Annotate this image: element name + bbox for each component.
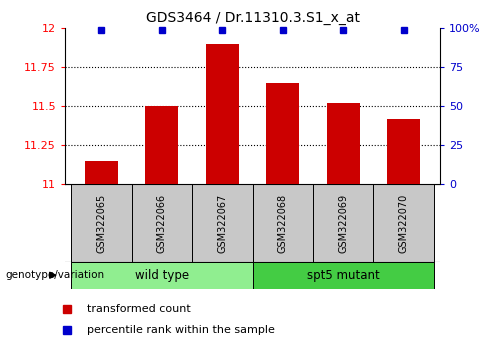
Bar xyxy=(192,184,252,262)
Text: GSM322066: GSM322066 xyxy=(157,193,167,253)
Bar xyxy=(266,83,300,184)
Title: GDS3464 / Dr.11310.3.S1_x_at: GDS3464 / Dr.11310.3.S1_x_at xyxy=(146,11,360,24)
Text: GSM322068: GSM322068 xyxy=(278,193,287,253)
Bar xyxy=(252,262,434,289)
Bar xyxy=(374,184,434,262)
Bar xyxy=(71,184,132,262)
Text: GSM322065: GSM322065 xyxy=(96,193,106,253)
Text: transformed count: transformed count xyxy=(86,304,190,314)
Bar xyxy=(145,106,178,184)
Text: spt5 mutant: spt5 mutant xyxy=(307,269,380,282)
Bar xyxy=(326,103,360,184)
Bar xyxy=(252,184,313,262)
Text: GSM322070: GSM322070 xyxy=(398,193,408,253)
Bar xyxy=(313,184,374,262)
Bar xyxy=(71,262,252,289)
Bar xyxy=(84,161,118,184)
Bar xyxy=(132,184,192,262)
Text: percentile rank within the sample: percentile rank within the sample xyxy=(86,325,274,335)
Text: genotype/variation: genotype/variation xyxy=(5,270,104,280)
Text: GSM322067: GSM322067 xyxy=(218,193,228,253)
Text: wild type: wild type xyxy=(134,269,189,282)
Bar xyxy=(387,119,420,184)
Bar xyxy=(206,44,239,184)
Text: GSM322069: GSM322069 xyxy=(338,193,348,253)
